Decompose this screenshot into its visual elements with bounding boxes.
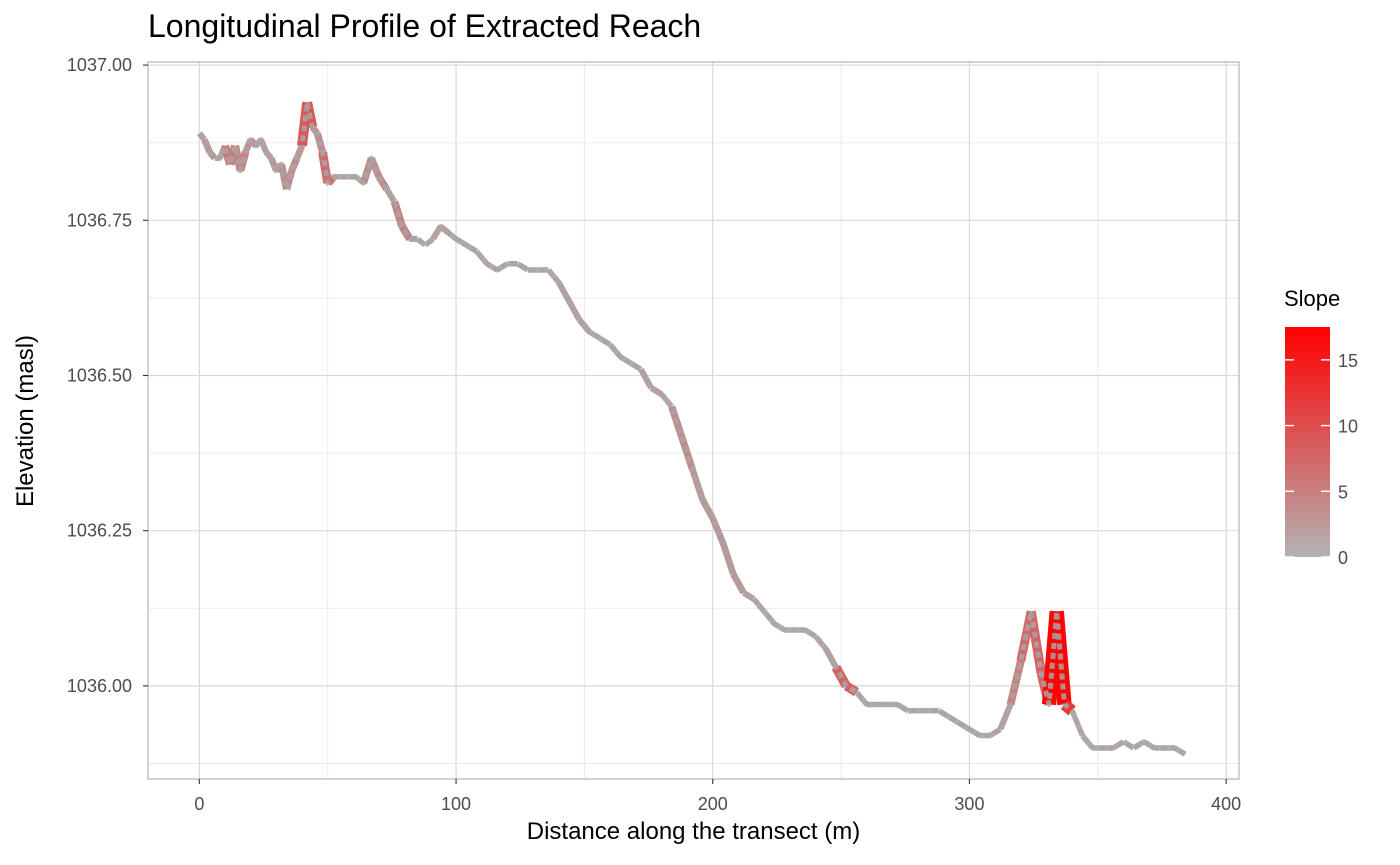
x-axis-label: Distance along the transect (m) [526, 818, 861, 845]
x-tick-label: 0 [194, 794, 204, 810]
legend-tick-label: 5 [1338, 482, 1348, 502]
legend-ticks: 0 5 10 15 [1285, 351, 1358, 568]
profile-line [196, 99, 1187, 757]
y-tick-label: 1036.00 [67, 676, 132, 696]
legend-title: Slope [1284, 286, 1341, 311]
plot-area: 0 100 200 300 400 1036.001036.251036.501036.… [67, 55, 1241, 810]
y-axis-label: Elevation (masl) [12, 334, 39, 508]
profile-dash-overlay [197, 99, 1187, 757]
chart-title: Longitudinal Profile of Extracted Reach [148, 8, 702, 44]
y-tick-label: 1036.75 [67, 210, 132, 230]
major-gridlines [148, 62, 1239, 779]
x-tick-labels: 0 100 200 300 400 [194, 794, 1241, 810]
legend-tick-label: 10 [1338, 417, 1358, 437]
legend-tick-label: 0 [1338, 548, 1348, 568]
y-tick-label: 1037.00 [67, 55, 132, 75]
x-tick-label: 300 [954, 794, 984, 810]
axis-ticks [143, 64, 1227, 784]
x-tick-label: 400 [1211, 794, 1241, 810]
slope-legend: 0 5 10 15 [1285, 327, 1358, 568]
legend-tick-label: 15 [1338, 351, 1358, 371]
y-tick-label: 1036.50 [67, 365, 132, 385]
x-tick-label: 200 [698, 794, 728, 810]
panel-border [147, 61, 1240, 780]
x-tick-label: 100 [441, 794, 471, 810]
y-tick-labels: 1036.00 1036.25 1036.50 1036.75 1037.00 [67, 55, 132, 696]
y-tick-label: 1036.25 [67, 521, 132, 541]
legend-colorbar [1285, 327, 1330, 557]
minor-gridlines [148, 62, 1239, 779]
